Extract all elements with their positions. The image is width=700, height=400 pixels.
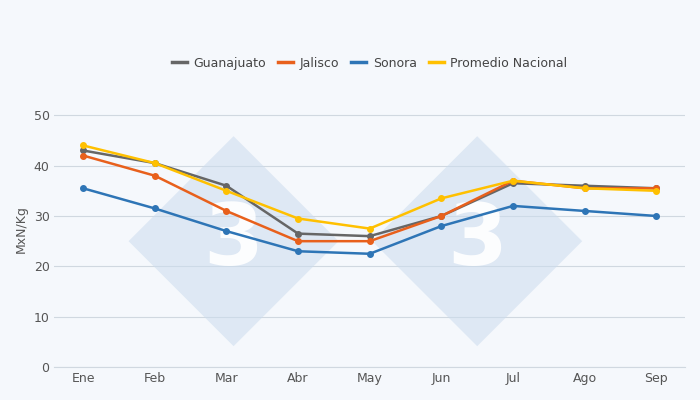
Polygon shape	[129, 136, 339, 346]
Y-axis label: MxN/Kg: MxN/Kg	[15, 205, 28, 252]
Text: 3: 3	[447, 200, 508, 283]
Polygon shape	[372, 136, 582, 346]
Legend: Guanajuato, Jalisco, Sonora, Promedio Nacional: Guanajuato, Jalisco, Sonora, Promedio Na…	[167, 52, 573, 75]
Text: 3: 3	[204, 200, 264, 283]
